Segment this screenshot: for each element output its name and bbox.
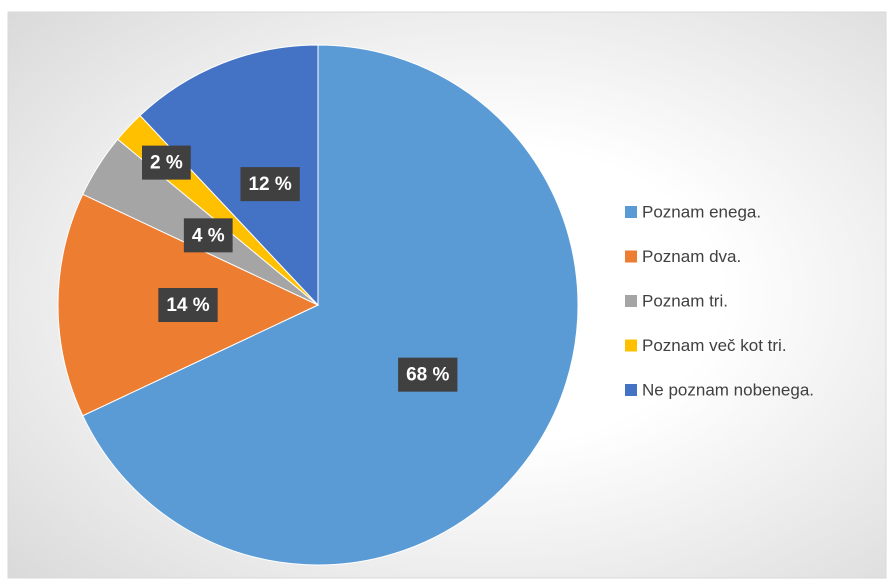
legend-label: Poznam enega. [642,202,761,221]
legend-swatch [625,295,637,307]
data-label-box [158,288,218,322]
legend-swatch [625,250,637,263]
data-label: 68 % [398,357,458,392]
data-label: 4 % [183,218,233,253]
pie-slice [82,44,579,566]
data-label-box [183,218,233,253]
legend-label: Poznam več kot tri. [642,336,787,355]
data-label: 2 % [141,145,191,180]
data-label-text: 2 % [150,153,183,174]
data-label-text: 68 % [406,365,449,386]
data-label-box [240,167,300,202]
legend-swatch [625,206,637,218]
data-label-text: 14 % [166,295,209,316]
data-label: 14 % [158,288,218,322]
data-label-box [141,145,191,180]
data-label-box [398,357,458,392]
data-label-text: 12 % [248,174,291,195]
pie-slice [139,44,319,307]
data-label-text: 4 % [192,225,225,246]
legend-swatch [625,339,637,352]
data-label: 12 % [240,167,300,202]
legend-label: Ne poznam nobenega. [642,380,814,399]
legend-swatch [625,384,637,396]
legend-label: Poznam dva. [642,247,741,266]
legend-label: Poznam tri. [642,291,728,310]
